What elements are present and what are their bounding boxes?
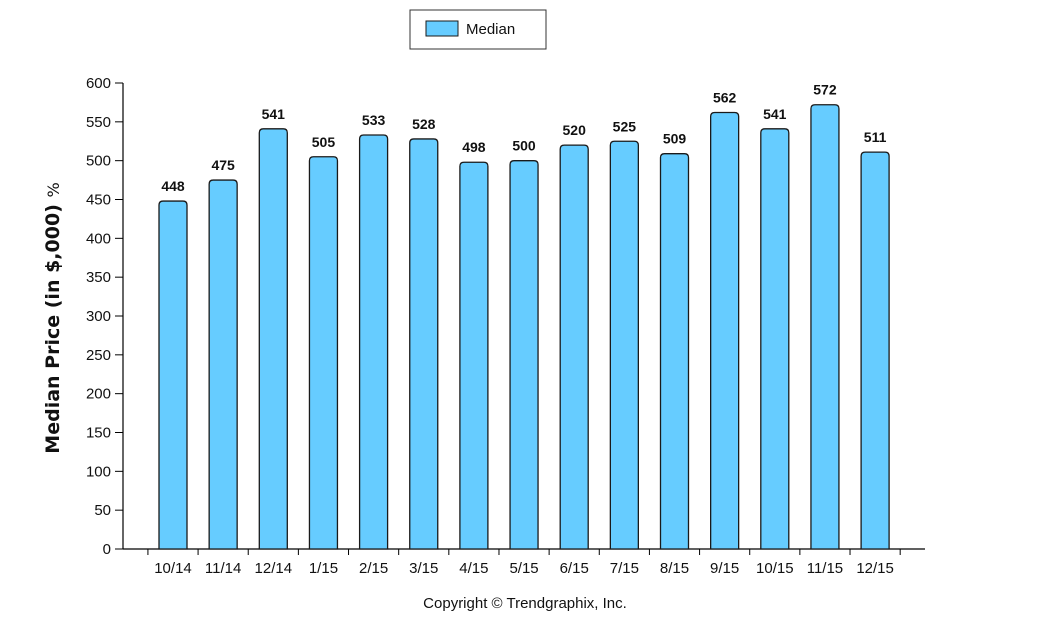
y-tick-label: 0 [103, 541, 111, 558]
x-tick-label: 3/15 [409, 560, 438, 577]
bar-7-15 [609, 140, 639, 550]
data-label: 541 [763, 106, 787, 122]
y-tick-label: 100 [86, 463, 111, 480]
x-tick-label: 12/15 [856, 560, 894, 577]
y-tick-label: 600 [86, 75, 111, 92]
bars [158, 104, 890, 550]
bar-2-15 [358, 134, 389, 550]
bar-10-15 [760, 128, 790, 550]
y-tick-label: 550 [86, 114, 111, 131]
y-tick-label: 150 [86, 425, 111, 442]
y-tick-label: 250 [86, 347, 111, 364]
x-tick-label: 6/15 [560, 560, 589, 577]
x-tick-label: 11/15 [807, 560, 843, 577]
y-tick-label: 350 [86, 269, 111, 286]
bar-11-15 [810, 104, 840, 550]
x-tick-label: 7/15 [610, 560, 639, 577]
y-tick-label: 500 [86, 153, 111, 170]
bar-11-14 [208, 179, 238, 550]
bar-12-14 [258, 128, 288, 550]
legend: Median [409, 9, 547, 50]
data-label: 505 [312, 134, 336, 150]
x-tick-label: 11/14 [205, 560, 241, 577]
x-tick-label: 2/15 [359, 560, 388, 577]
legend-swatch [425, 20, 459, 37]
data-label: 509 [663, 131, 687, 147]
y-tick-label: 400 [86, 230, 111, 247]
copyright-text: Copyright © Trendgraphix, Inc. [423, 595, 627, 612]
bar-9-15 [710, 111, 740, 550]
x-tick-label: 5/15 [509, 560, 538, 577]
bar-3-15 [409, 138, 439, 550]
data-label: 498 [462, 139, 486, 155]
y-tick-label: 300 [86, 308, 111, 325]
x-tick-label: 10/15 [756, 560, 794, 577]
data-label: 528 [412, 116, 436, 132]
data-label: 525 [613, 118, 637, 134]
data-label: 511 [864, 129, 887, 145]
data-label: 533 [362, 112, 386, 128]
bar-4-15 [459, 161, 489, 550]
bar-1-15 [308, 156, 339, 550]
bar-12-15 [860, 151, 890, 550]
data-label: 475 [211, 157, 235, 173]
bar-8-15 [659, 153, 690, 550]
x-tick-label: 12/14 [255, 560, 293, 577]
x-tick-label: 8/15 [660, 560, 689, 577]
data-label: 572 [813, 82, 837, 98]
x-tick-label: 10/14 [154, 560, 192, 577]
x-tick-label: 9/15 [710, 560, 739, 577]
bar-5-15 [509, 160, 539, 550]
y-axis-label: Median Price (in $,000) % [42, 182, 64, 453]
y-tick-label: 50 [94, 502, 111, 519]
x-axis-ticks: 10/14 11/14 12/14 1/15 2/15 3/15 4/15 5/15 6/15 7… [147, 549, 901, 577]
y-axis-ticks: 0 50 100 150 200 250 300 350 400 450 500 550 600 [86, 75, 123, 558]
bar-6-15 [559, 144, 589, 550]
x-tick-label: 4/15 [459, 560, 488, 577]
data-label: 562 [713, 90, 737, 106]
data-labels: 448 475 541 505 533 528 498 500 520 525 509 562 541 5… [161, 82, 886, 194]
data-label: 541 [262, 106, 286, 122]
data-label: 448 [161, 178, 185, 194]
y-tick-label: 450 [86, 192, 111, 209]
y-tick-label: 200 [86, 386, 111, 403]
x-tick-label: 1/15 [309, 560, 338, 577]
data-label: 520 [563, 122, 587, 138]
bar-10-14 [158, 200, 188, 550]
data-label: 500 [512, 138, 536, 154]
legend-label: Median [466, 21, 515, 38]
